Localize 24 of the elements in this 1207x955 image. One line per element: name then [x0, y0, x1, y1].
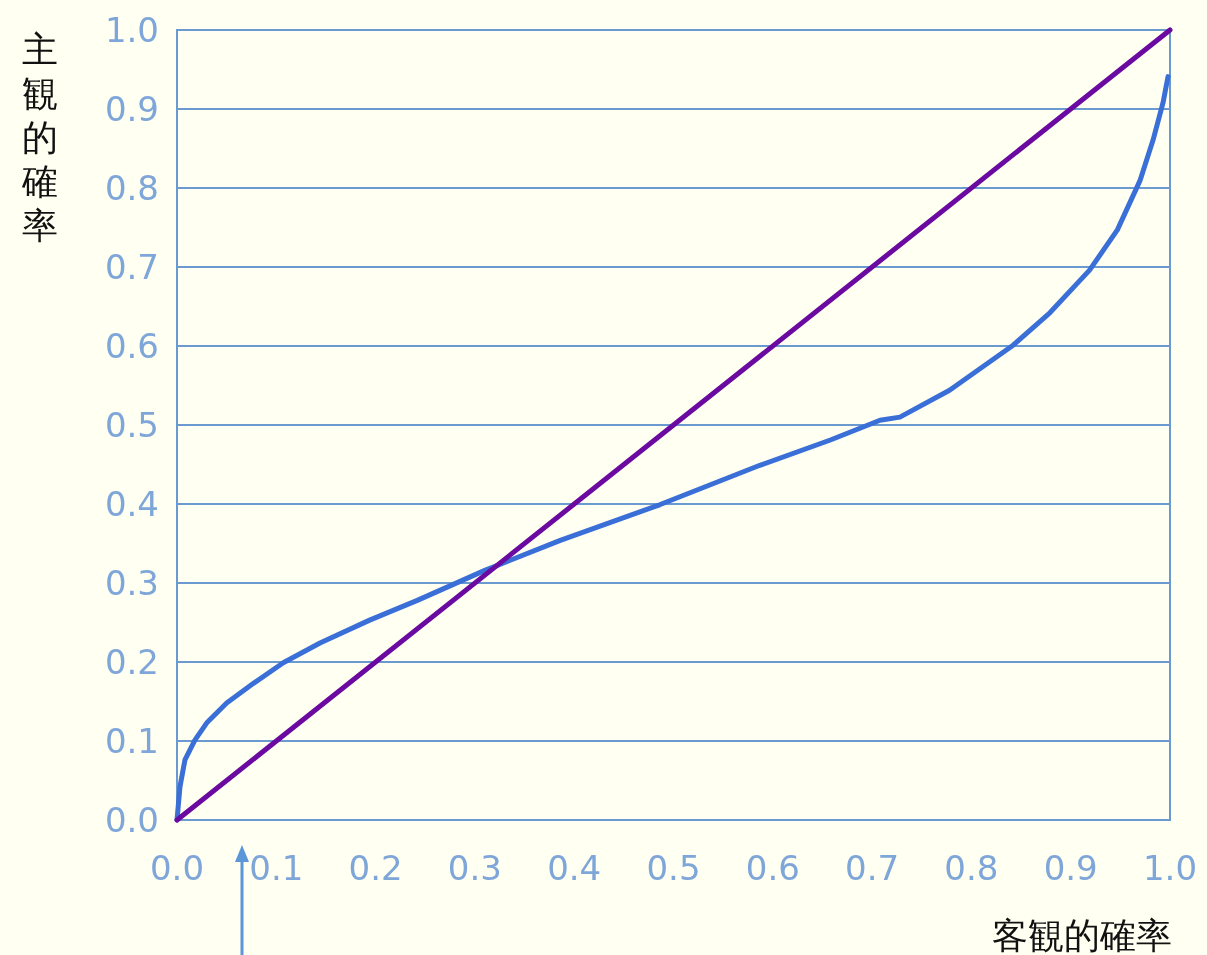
y-tick-label: 0.4	[104, 484, 159, 524]
x-tick-label: 0.9	[1043, 848, 1098, 888]
y-tick-label: 0.7	[104, 247, 159, 287]
y-tick-label: 0.1	[104, 721, 159, 761]
y-tick-label: 1.0	[104, 10, 159, 50]
x-tick-label: 0.0	[149, 848, 205, 888]
y-tick-label: 0.3	[104, 563, 159, 603]
y-tick-label: 0.9	[104, 89, 159, 129]
x-tick-label: 0.1	[249, 848, 304, 888]
y-tick-label: 0.0	[104, 800, 159, 840]
x-tick-label: 0.7	[845, 848, 900, 888]
x-tick-label: 0.3	[447, 848, 502, 888]
x-tick-label: 0.6	[745, 848, 800, 888]
x-tick-label: 1.0	[1142, 848, 1198, 888]
y-tick-label: 0.8	[104, 168, 159, 208]
x-tick-label: 0.2	[348, 848, 403, 888]
y-axis-title: 主観的確率	[21, 29, 58, 246]
y-tick-label: 0.6	[104, 326, 159, 366]
x-tick-label: 0.4	[547, 848, 602, 888]
x-tick-label: 0.5	[646, 848, 701, 888]
y-tick-label: 0.5	[104, 405, 159, 445]
x-tick-label: 0.8	[944, 848, 999, 888]
y-tick-label: 0.2	[104, 642, 159, 682]
x-axis-title: 客観的確率	[992, 915, 1172, 955]
